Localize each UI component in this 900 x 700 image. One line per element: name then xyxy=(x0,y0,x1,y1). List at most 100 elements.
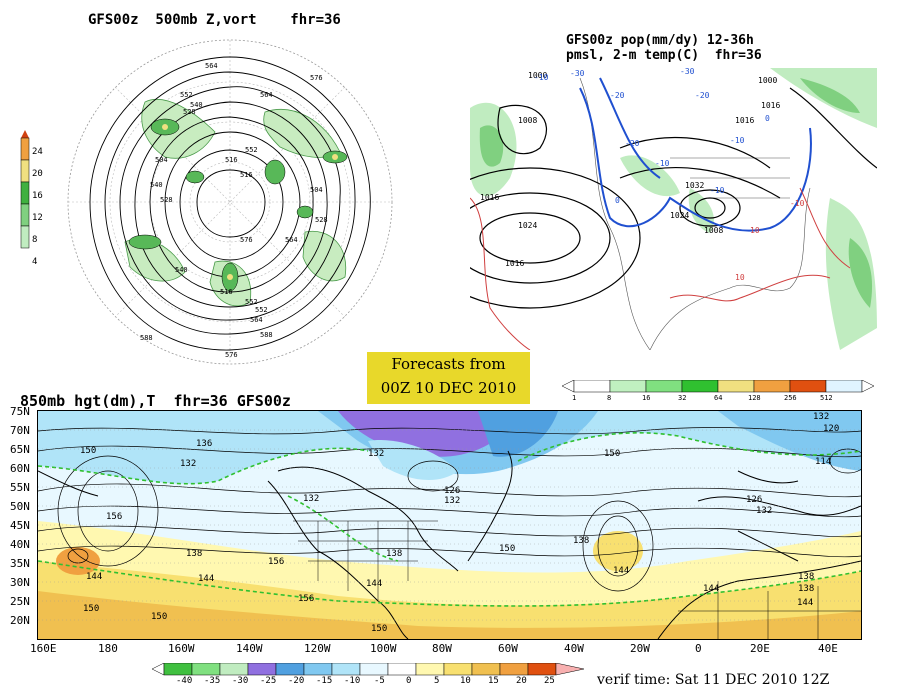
temp-tick: -20 xyxy=(288,676,305,686)
vort-tick: 12 xyxy=(32,213,43,223)
polar-contour-label: 564 xyxy=(205,62,218,70)
polar-contour-label: 504 xyxy=(155,156,168,164)
temp-tick: -35 xyxy=(204,676,221,686)
main-map: 150 136 132 156 138 144 150 144 132 126 … xyxy=(37,410,862,640)
pop-tick: 128 xyxy=(748,394,761,402)
temp-label: 0 xyxy=(765,114,770,123)
lat-label: 45N xyxy=(10,519,30,532)
pressure-label: 1024 xyxy=(518,221,537,230)
polar-contour-label: 564 xyxy=(260,91,273,99)
lat-label: 60N xyxy=(10,462,30,475)
polar-contour-label: 540 xyxy=(190,101,203,109)
polar-contour-label: 564 xyxy=(285,236,298,244)
height-label: 126 xyxy=(444,486,460,496)
height-label: 138 xyxy=(186,549,202,559)
temp-tick: -15 xyxy=(316,676,333,686)
polar-contour-label: 552 xyxy=(245,146,258,154)
height-label: 144 xyxy=(366,579,382,589)
lon-label: 40W xyxy=(564,642,584,655)
pop-tick: 512 xyxy=(820,394,833,402)
polar-contour-label: 528 xyxy=(315,216,328,224)
vort-tick: 24 xyxy=(32,147,43,157)
vort-tick: 8 xyxy=(32,235,38,245)
height-label: 144 xyxy=(613,566,629,576)
polar-contour-label: 540 xyxy=(150,181,163,189)
polar-contour-label: 540 xyxy=(175,266,188,274)
lon-label: 20W xyxy=(630,642,650,655)
polar-contour-label: 504 xyxy=(310,186,323,194)
lon-label: 60W xyxy=(498,642,518,655)
polar-contour-label: 576 xyxy=(310,74,323,82)
temp-label: 10 xyxy=(750,226,760,235)
temp-label: -10 xyxy=(710,186,725,195)
lon-label: 160W xyxy=(168,642,195,655)
vort-tick: 16 xyxy=(32,191,43,201)
surface-panel-title-1: GFS00z pop(mm/dy) 12-36h xyxy=(566,33,754,48)
temp-tick: 20 xyxy=(516,676,527,686)
lon-label: 160E xyxy=(30,642,57,655)
polar-contour-label: 516 xyxy=(225,156,238,164)
temp-tick: 10 xyxy=(460,676,471,686)
height-label: 144 xyxy=(797,598,813,608)
polar-contour-label: 516 xyxy=(220,288,233,296)
surface-map-svg: 1000 1008 1016 1024 1016 1032 1024 1016 … xyxy=(419,67,878,351)
height-label: 150 xyxy=(604,449,620,459)
main-panel-title: 850mb hgt(dm),T fhr=36 GFS00z xyxy=(20,392,291,410)
height-label: 132 xyxy=(180,459,196,469)
lon-label: 140W xyxy=(236,642,263,655)
polar-contour-label: 576 xyxy=(225,351,238,359)
lon-label: 180 xyxy=(98,642,118,655)
height-label: 138 xyxy=(573,536,589,546)
pressure-label: 1024 xyxy=(670,211,689,220)
lat-label: 40N xyxy=(10,538,30,551)
height-label: 150 xyxy=(151,612,167,622)
polar-contour-label: 552 xyxy=(245,298,258,306)
lat-label: 35N xyxy=(10,557,30,570)
polar-contour-label: 588 xyxy=(260,331,273,339)
temp-tick: 15 xyxy=(488,676,499,686)
temp-colorbar-graphic xyxy=(151,662,585,676)
lon-label: 100W xyxy=(370,642,397,655)
height-label: 150 xyxy=(499,544,515,554)
pressure-label: 1016 xyxy=(505,259,524,268)
pressure-label: 1016 xyxy=(761,101,780,110)
pressure-label: 1008 xyxy=(704,226,723,235)
height-label: 156 xyxy=(268,557,284,567)
temp-label: -20 xyxy=(625,139,640,148)
pop-tick: 8 xyxy=(607,394,612,402)
pressure-label: 1008 xyxy=(518,116,537,125)
height-label: 136 xyxy=(196,439,212,449)
pop-tick: 64 xyxy=(714,394,723,402)
temp-label: 0 xyxy=(615,196,620,205)
height-label: 138 xyxy=(798,572,814,582)
surface-panel-title-2: pmsl, 2-m temp(C) fhr=36 xyxy=(566,48,762,63)
polar-contour-label: 564 xyxy=(250,316,263,324)
pressure-label: 1000 xyxy=(758,76,777,85)
height-label: 150 xyxy=(83,604,99,614)
pop-tick: 1 xyxy=(572,394,577,402)
polar-contour-label: 528 xyxy=(183,108,196,116)
height-label: 156 xyxy=(298,594,314,604)
vort-colorbar-graphic xyxy=(20,130,30,249)
height-label: 156 xyxy=(106,512,122,522)
temp-label: 10 xyxy=(735,273,745,282)
height-label: 126 xyxy=(746,495,762,505)
polar-contour-label: 588 xyxy=(140,334,153,342)
lat-label: 65N xyxy=(10,443,30,456)
polar-panel-title: GFS00z 500mb Z,vort fhr=36 xyxy=(88,12,341,28)
height-label: 150 xyxy=(371,624,387,634)
lat-label: 75N xyxy=(10,405,30,418)
lat-label: 55N xyxy=(10,481,30,494)
height-label: 120 xyxy=(823,424,839,434)
polar-contour-label: 516 xyxy=(240,171,253,179)
pop-tick: 32 xyxy=(678,394,687,402)
height-label: 138 xyxy=(798,584,814,594)
height-label: 132 xyxy=(813,412,829,422)
height-label: 132 xyxy=(368,449,384,459)
temp-label: -20 xyxy=(610,91,625,100)
temp-label: -30 xyxy=(680,68,695,76)
lat-label: 30N xyxy=(10,576,30,589)
pressure-label: 1016 xyxy=(480,193,499,202)
temp-label: -20 xyxy=(695,91,710,100)
temp-label: -30 xyxy=(570,69,585,78)
